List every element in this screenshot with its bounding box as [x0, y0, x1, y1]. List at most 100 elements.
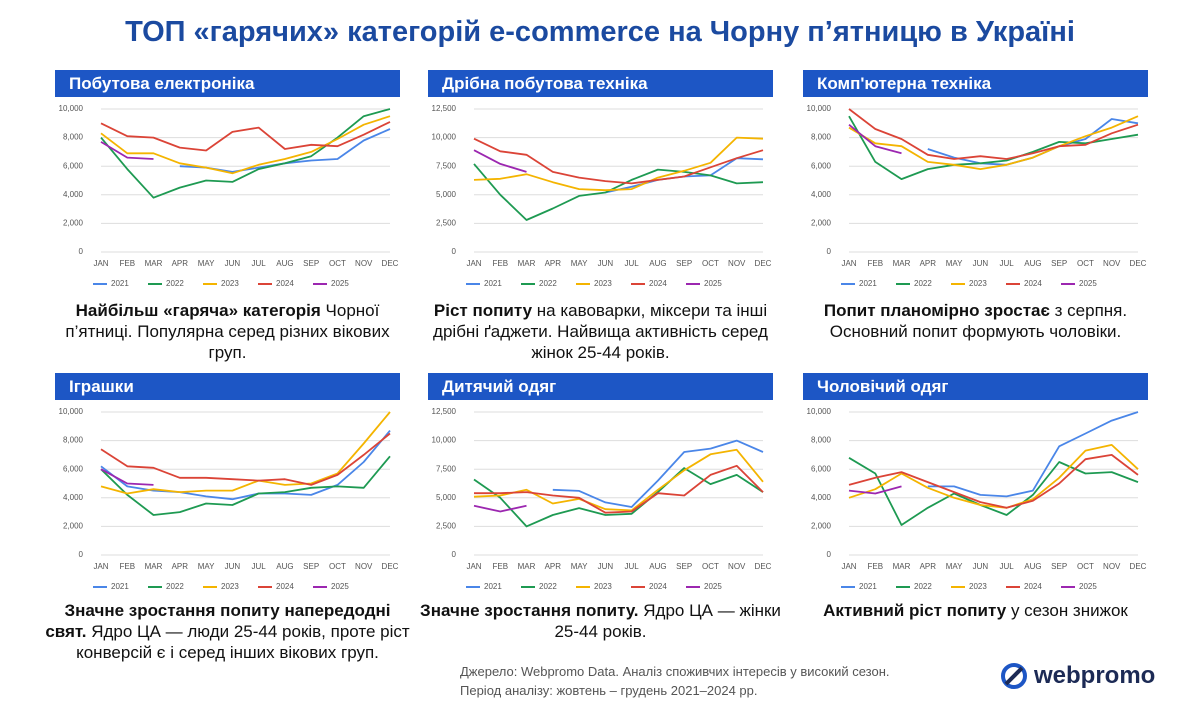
- x-tick-label: FEB: [867, 562, 883, 571]
- y-tick-label: 2,500: [436, 219, 457, 228]
- x-tick-label: JUL: [625, 562, 640, 571]
- chart-panel: Дитячий одяг 0 2,500 5,000 7,500 10,000 12,500…: [428, 373, 773, 605]
- y-tick-label: 2,500: [436, 522, 457, 531]
- caption: Найбільш «гаряча» категорія Чорної п’ятн…: [45, 300, 410, 363]
- x-tick-label: NOV: [728, 259, 746, 268]
- caption-text: Ядро ЦА — люди 25-44 років, проте ріст к…: [76, 622, 410, 662]
- x-tick-label: JUN: [598, 259, 614, 268]
- x-tick-label: MAR: [145, 562, 163, 571]
- chart-panel: Побутова електроніка 0 2,000 4,000 6,000 8,00…: [55, 70, 400, 302]
- x-tick-label: MAR: [518, 562, 536, 571]
- data-line: [473, 467, 764, 528]
- chart: 0 2,000 4,000 6,000 8,000 10,000 JAN FEB MAR APR M…: [807, 407, 1147, 591]
- caption-bold: Найбільш «гаряча» категорія: [75, 301, 321, 320]
- y-tick-label: 6,000: [811, 161, 832, 170]
- x-tick-label: MAY: [946, 562, 963, 571]
- y-tick-label: 8,000: [63, 436, 84, 445]
- y-tick-label: 8,000: [811, 436, 832, 445]
- caption: Значне зростання попиту напередодні свят…: [45, 600, 410, 663]
- y-tick-label: 12,500: [432, 104, 457, 113]
- y-tick-label: 8,000: [811, 133, 832, 142]
- legend-label: 2024: [1024, 582, 1042, 591]
- chart-panel: Іграшки 0 2,000 4,000 6,000 8,000 10,000 JAN FEB…: [55, 373, 400, 605]
- x-tick-label: NOV: [355, 562, 373, 571]
- chart-panel: Чоловічий одяг 0 2,000 4,000 6,000 8,000 10,00…: [803, 373, 1148, 605]
- legend-label: 2022: [539, 279, 557, 288]
- y-tick-label: 7,500: [436, 161, 457, 170]
- caption-text: з серпня. Основний попит формують чолові…: [829, 301, 1128, 341]
- legend-label: 2023: [221, 582, 239, 591]
- y-tick-label: 4,000: [63, 493, 84, 502]
- chart-title: Побутова електроніка: [55, 70, 400, 97]
- x-tick-label: JAN: [466, 562, 481, 571]
- chart-panel: Комп'ютерна техніка 0 2,000 4,000 6,000 8,000…: [803, 70, 1148, 302]
- x-tick-label: DEC: [1130, 259, 1147, 268]
- y-tick-label: 10,000: [432, 436, 457, 445]
- legend-label: 2021: [111, 582, 129, 591]
- x-tick-label: MAY: [946, 259, 963, 268]
- x-tick-label: FEB: [119, 562, 135, 571]
- y-tick-label: 10,000: [807, 407, 832, 416]
- x-tick-label: JUN: [225, 259, 241, 268]
- y-tick-label: 0: [79, 247, 84, 256]
- y-tick-label: 2,000: [811, 219, 832, 228]
- x-tick-label: APR: [172, 259, 189, 268]
- legend-label: 2022: [166, 582, 184, 591]
- chart: 0 2,500 5,000 7,500 10,000 12,500 JAN FEB MAR APR…: [432, 104, 772, 288]
- chart-panel: Дрібна побутова техніка 0 2,500 5,000 7,500 1…: [428, 70, 773, 302]
- x-tick-label: JUL: [1000, 562, 1015, 571]
- x-tick-label: OCT: [1077, 259, 1094, 268]
- x-tick-label: JAN: [93, 259, 108, 268]
- page-title: ТОП «гарячих» категорій e-commerce на Чо…: [125, 16, 1075, 48]
- legend-label: 2025: [1079, 582, 1097, 591]
- x-tick-label: APR: [545, 259, 562, 268]
- legend-label: 2025: [704, 279, 722, 288]
- caption-text: у сезон знижок: [1010, 601, 1128, 620]
- y-tick-label: 2,000: [811, 522, 832, 531]
- data-line: [179, 128, 391, 173]
- caption-bold: Активний ріст попиту: [823, 601, 1007, 620]
- caption: Значне зростання попиту. Ядро ЦА — жінки…: [418, 600, 783, 642]
- legend-label: 2022: [539, 582, 557, 591]
- caption: Активний ріст попиту у сезон знижок: [793, 600, 1158, 621]
- data-line: [474, 464, 764, 514]
- data-line: [848, 457, 1139, 526]
- legend-label: 2023: [594, 582, 612, 591]
- x-tick-label: MAR: [145, 259, 163, 268]
- y-tick-label: 0: [827, 247, 832, 256]
- legend-label: 2023: [969, 582, 987, 591]
- x-tick-label: FEB: [492, 259, 508, 268]
- y-tick-label: 4,000: [63, 190, 84, 199]
- x-tick-label: AUG: [649, 562, 666, 571]
- x-tick-label: SEP: [1051, 259, 1067, 268]
- logo-text: webpromo: [1034, 662, 1156, 689]
- legend-label: 2022: [914, 279, 932, 288]
- y-tick-label: 0: [452, 247, 457, 256]
- x-tick-label: OCT: [702, 562, 719, 571]
- logo-icon: [1001, 663, 1027, 689]
- data-line: [100, 411, 391, 495]
- data-line: [848, 108, 1139, 160]
- data-line: [473, 149, 527, 173]
- legend-label: 2024: [649, 582, 667, 591]
- legend-label: 2023: [594, 279, 612, 288]
- x-tick-label: JAN: [466, 259, 481, 268]
- x-tick-label: APR: [920, 562, 937, 571]
- y-tick-label: 2,000: [63, 219, 84, 228]
- data-line: [473, 136, 764, 192]
- x-tick-label: JUN: [598, 562, 614, 571]
- y-tick-label: 6,000: [811, 464, 832, 473]
- data-line: [473, 504, 527, 513]
- chart-title: Дрібна побутова техніка: [428, 70, 773, 97]
- x-tick-label: DEC: [1130, 562, 1147, 571]
- chart-title: Дитячий одяг: [428, 373, 773, 400]
- caption-text: Ядро ЦА — жінки 25-44 років.: [554, 601, 781, 641]
- legend-label: 2022: [914, 582, 932, 591]
- legend-label: 2025: [331, 582, 349, 591]
- x-tick-label: OCT: [329, 259, 346, 268]
- legend-label: 2024: [649, 279, 667, 288]
- data-line: [100, 115, 391, 175]
- y-tick-label: 12,500: [432, 407, 457, 416]
- y-tick-label: 10,000: [432, 133, 457, 142]
